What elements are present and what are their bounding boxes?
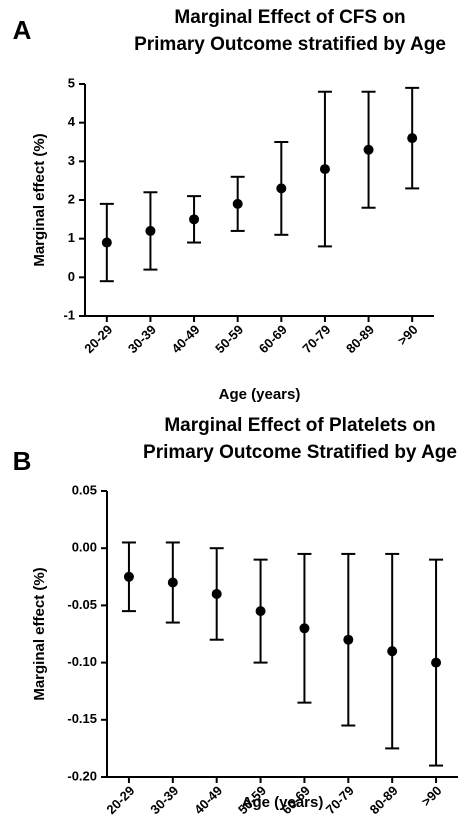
point [189, 214, 200, 225]
x-tick-label: 40-49 [191, 783, 225, 816]
x-tick-label: 30-39 [125, 322, 159, 356]
y-axis-label: Marginal effect (%) [31, 133, 48, 266]
x-axis-label: Age (years) [219, 386, 301, 403]
y-tick-label: -0.20 [67, 768, 97, 783]
point [145, 225, 156, 236]
chart-title: Marginal Effect of CFS on [174, 7, 405, 28]
panel-label: B [13, 446, 32, 476]
x-tick-label: 20-29 [103, 783, 137, 816]
x-tick-label: 70-79 [299, 322, 333, 356]
chart-title: Primary Outcome Stratified by Age [143, 442, 457, 463]
y-tick-label: -1 [63, 307, 75, 322]
y-tick-label: 4 [68, 114, 76, 129]
y-tick-label: 5 [68, 75, 75, 90]
x-tick-label: 20-29 [81, 322, 115, 356]
point [276, 183, 287, 194]
point [232, 198, 243, 209]
x-tick-label: >90 [418, 783, 444, 809]
x-tick-label: >90 [395, 322, 421, 348]
y-tick-label: -0.10 [67, 654, 97, 669]
y-axis-label: Marginal effect (%) [31, 567, 48, 700]
chart-title: Primary Outcome stratified by Age [134, 34, 446, 55]
panel-label: A [13, 15, 32, 45]
x-tick-label: 30-39 [147, 783, 181, 816]
x-tick-label: 80-89 [343, 322, 377, 356]
y-tick-label: 0.05 [72, 482, 97, 497]
point [299, 623, 310, 634]
x-tick-label: 70-79 [323, 783, 357, 816]
y-tick-label: 1 [68, 230, 75, 245]
y-tick-label: 3 [68, 153, 75, 168]
chart-title: Marginal Effect of Platelets on [164, 415, 435, 436]
y-tick-label: 0 [68, 269, 75, 284]
x-tick-label: 50-59 [212, 322, 246, 356]
point [387, 646, 398, 657]
y-tick-label: 2 [68, 191, 75, 206]
point [431, 657, 442, 668]
y-tick-label: -0.05 [67, 597, 97, 612]
x-tick-label: 60-69 [256, 322, 290, 356]
x-tick-label: 80-89 [367, 783, 401, 816]
x-axis-label: Age (years) [242, 794, 324, 811]
point [101, 237, 112, 248]
x-tick-label: 40-49 [168, 322, 202, 356]
point [319, 164, 330, 175]
y-tick-label: 0.00 [72, 540, 97, 555]
point [255, 606, 266, 617]
point [167, 577, 178, 588]
point [343, 634, 354, 645]
point [211, 588, 222, 599]
y-tick-label: -0.15 [67, 711, 97, 726]
point [363, 144, 374, 155]
point [407, 133, 418, 144]
point [123, 571, 134, 582]
